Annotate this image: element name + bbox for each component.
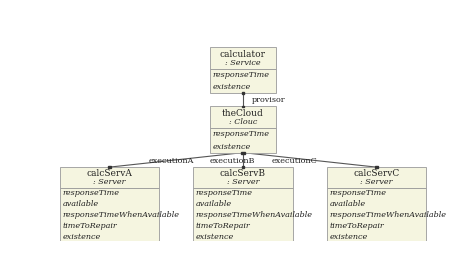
- Bar: [210, 69, 276, 93]
- Text: : Clouc: : Clouc: [229, 118, 257, 126]
- Text: responseTime: responseTime: [212, 71, 269, 79]
- Text: executionA: executionA: [149, 157, 194, 165]
- Text: theCloud: theCloud: [222, 109, 264, 118]
- Bar: [193, 188, 292, 242]
- Text: responseTimeWhenAvailable: responseTimeWhenAvailable: [63, 211, 180, 219]
- Text: calcServB: calcServB: [220, 169, 266, 178]
- Bar: [210, 128, 276, 153]
- Bar: [193, 167, 292, 188]
- Text: responseTimeWhenAvailable: responseTimeWhenAvailable: [196, 211, 313, 219]
- Bar: [242, 92, 244, 94]
- Bar: [375, 166, 378, 168]
- Text: calcServA: calcServA: [87, 169, 133, 178]
- Text: : Server: : Server: [360, 178, 392, 186]
- Text: available: available: [196, 200, 232, 208]
- Text: : Server: : Server: [227, 178, 259, 186]
- Text: timeToRepair: timeToRepair: [329, 222, 384, 230]
- Text: calculator: calculator: [220, 50, 266, 59]
- Bar: [210, 47, 276, 69]
- Bar: [242, 166, 244, 168]
- Text: responseTime: responseTime: [212, 130, 269, 138]
- Text: existence: existence: [212, 83, 251, 91]
- Bar: [327, 188, 426, 242]
- Text: : Server: : Server: [93, 178, 126, 186]
- Text: responseTimeWhenAvailable: responseTimeWhenAvailable: [329, 211, 446, 219]
- Text: calcServC: calcServC: [353, 169, 400, 178]
- Bar: [108, 166, 111, 168]
- Text: provisor: provisor: [252, 96, 286, 104]
- Text: existence: existence: [63, 233, 101, 241]
- Bar: [327, 167, 426, 188]
- Bar: [242, 106, 244, 107]
- Bar: [60, 188, 159, 242]
- Text: responseTime: responseTime: [63, 189, 119, 197]
- Text: responseTime: responseTime: [196, 189, 253, 197]
- Text: timeToRepair: timeToRepair: [63, 222, 117, 230]
- Text: existence: existence: [329, 233, 367, 241]
- Bar: [241, 152, 245, 154]
- Text: existence: existence: [212, 143, 251, 151]
- Text: available: available: [63, 200, 99, 208]
- Text: responseTime: responseTime: [329, 189, 386, 197]
- Text: timeToRepair: timeToRepair: [196, 222, 251, 230]
- Bar: [210, 107, 276, 128]
- Bar: [60, 167, 159, 188]
- Text: : Service: : Service: [225, 59, 261, 67]
- Text: executionC: executionC: [272, 157, 317, 165]
- Text: existence: existence: [196, 233, 234, 241]
- Text: available: available: [329, 200, 365, 208]
- Text: executionB: executionB: [209, 157, 255, 165]
